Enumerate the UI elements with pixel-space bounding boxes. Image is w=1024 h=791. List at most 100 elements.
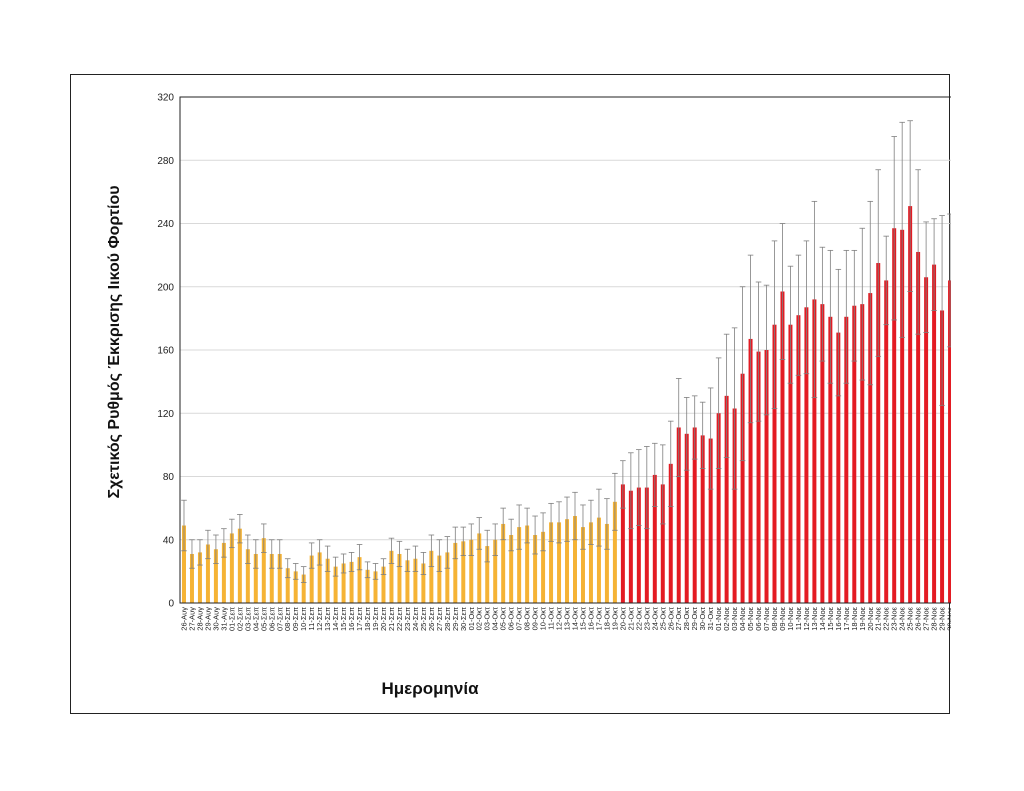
x-tick-label: 27-Νοε: [922, 606, 931, 630]
bar: [549, 522, 554, 603]
x-tick-labels: 26-Αυγ27-Αυγ28-Αυγ29-Αυγ30-Αυγ31-Αυγ01-Σ…: [179, 606, 951, 631]
x-tick-label: 22-Οκτ: [634, 607, 643, 630]
bar: [812, 299, 817, 603]
bar: [413, 558, 418, 603]
bar: [405, 560, 410, 603]
bar: [764, 350, 769, 603]
x-tick-label: 23-Νοε: [890, 606, 899, 630]
x-tick-label: 24-Σεπ: [411, 607, 420, 631]
bar: [868, 293, 873, 603]
x-tick-label: 22-Σεπ: [395, 607, 404, 631]
bar: [333, 566, 338, 603]
bar: [205, 544, 210, 603]
x-tick-label: 13-Οκτ: [563, 607, 572, 630]
bar: [900, 229, 905, 603]
x-tick-label: 19-Οκτ: [610, 607, 619, 630]
x-tick-label: 22-Νοε: [882, 606, 891, 630]
x-tick-label: 24-Νοε: [898, 606, 907, 630]
x-tick-label: 15-Σεπ: [339, 607, 348, 631]
x-tick-label: 13-Νοε: [810, 606, 819, 630]
bar: [509, 535, 514, 603]
x-tick-label: 05-Νοε: [746, 606, 755, 630]
y-tick-label: 80: [163, 472, 175, 483]
bar: [485, 546, 490, 603]
y-tick-label: 120: [157, 409, 174, 420]
x-tick-label: 09-Νοε: [778, 606, 787, 630]
x-tick-label: 19-Σεπ: [371, 607, 380, 631]
bar: [429, 550, 434, 603]
bar: [453, 542, 458, 603]
x-tick-label: 18-Σεπ: [363, 607, 372, 631]
bar: [501, 523, 506, 603]
x-tick-label: 26-Αυγ: [179, 607, 188, 631]
x-tick-label: 05-Οκτ: [499, 607, 508, 630]
bar: [596, 517, 601, 603]
bar: [533, 535, 538, 603]
bar: [588, 522, 593, 603]
bar: [724, 395, 729, 603]
bar: [229, 533, 234, 603]
x-tick-label: 01-Οκτ: [467, 607, 476, 630]
bar: [708, 438, 713, 603]
x-tick-label: 14-Σεπ: [331, 607, 340, 631]
x-tick-label: 23-Οκτ: [642, 607, 651, 630]
x-tick-label: 01-Νοε: [714, 606, 723, 630]
bar: [844, 316, 849, 603]
bar: [565, 519, 570, 603]
x-tick-label: 06-Νοε: [754, 606, 763, 630]
x-tick-label: 29-Αυγ: [203, 607, 212, 631]
bar: [820, 304, 825, 603]
chart-frame: 0 40 80 120 160 200 240 280 320 26-Αυγ 27-Αυγ 28-Α…: [70, 74, 951, 714]
x-tick-label: 29-Νοε: [938, 606, 947, 630]
bar: [541, 531, 546, 603]
bar: [445, 552, 450, 603]
x-tick-label: 28-Νοε: [930, 606, 939, 630]
bar: [493, 539, 498, 603]
x-tick-label: 30-Αυγ: [211, 607, 220, 631]
bar: [197, 552, 202, 603]
x-tick-label: 20-Οκτ: [618, 607, 627, 630]
bars: [181, 206, 951, 603]
bar: [373, 571, 378, 603]
x-tick-label: 31-Αυγ: [219, 607, 228, 631]
x-tick-label: 15-Οκτ: [578, 607, 587, 630]
bar: [557, 522, 562, 603]
bar: [796, 315, 801, 603]
bar: [253, 553, 258, 603]
x-tick-label: 26-Νοε: [914, 606, 923, 630]
x-tick-label: 08-Σεπ: [283, 607, 292, 631]
y-tick-label: 160: [157, 346, 174, 357]
bar: [293, 571, 298, 603]
bar: [261, 538, 266, 603]
x-tick-label: 27-Σεπ: [435, 607, 444, 631]
bar: [181, 525, 186, 603]
x-tick-label: 21-Οκτ: [626, 607, 635, 630]
y-tick-label: 200: [157, 282, 174, 293]
bar: [884, 280, 889, 603]
bar: [676, 427, 681, 603]
bar-chart: 0 40 80 120 160 200 240 280 320 26-Αυγ27-Αυγ28-Α…: [106, 93, 951, 698]
x-tick-label: 08-Οκτ: [523, 607, 532, 630]
bar: [573, 516, 577, 603]
bar: [612, 501, 617, 603]
x-tick-label: 20-Νοε: [866, 606, 875, 630]
bar: [636, 487, 641, 603]
x-tick-label: 21-Νοε: [874, 606, 883, 630]
x-tick-label: 30-Οκτ: [698, 607, 707, 630]
x-tick-label: 18-Οκτ: [602, 607, 611, 630]
bar: [277, 553, 282, 603]
x-tick-label: 25-Οκτ: [658, 607, 667, 630]
bar: [644, 487, 649, 603]
bar: [916, 251, 921, 603]
bar: [860, 304, 865, 603]
bar: [836, 332, 841, 603]
x-tick-label: 08-Νοε: [770, 606, 779, 630]
x-tick-label: 07-Οκτ: [515, 607, 524, 630]
x-tick-label: 18-Νοε: [850, 606, 859, 630]
bar: [948, 280, 951, 603]
bar: [628, 490, 633, 603]
y-tick-labels: 0 40 80 120 160 200 240 280 320: [157, 93, 174, 610]
bar: [381, 566, 386, 603]
x-tick-label: 03-Νοε: [730, 606, 739, 630]
bar: [525, 525, 530, 603]
